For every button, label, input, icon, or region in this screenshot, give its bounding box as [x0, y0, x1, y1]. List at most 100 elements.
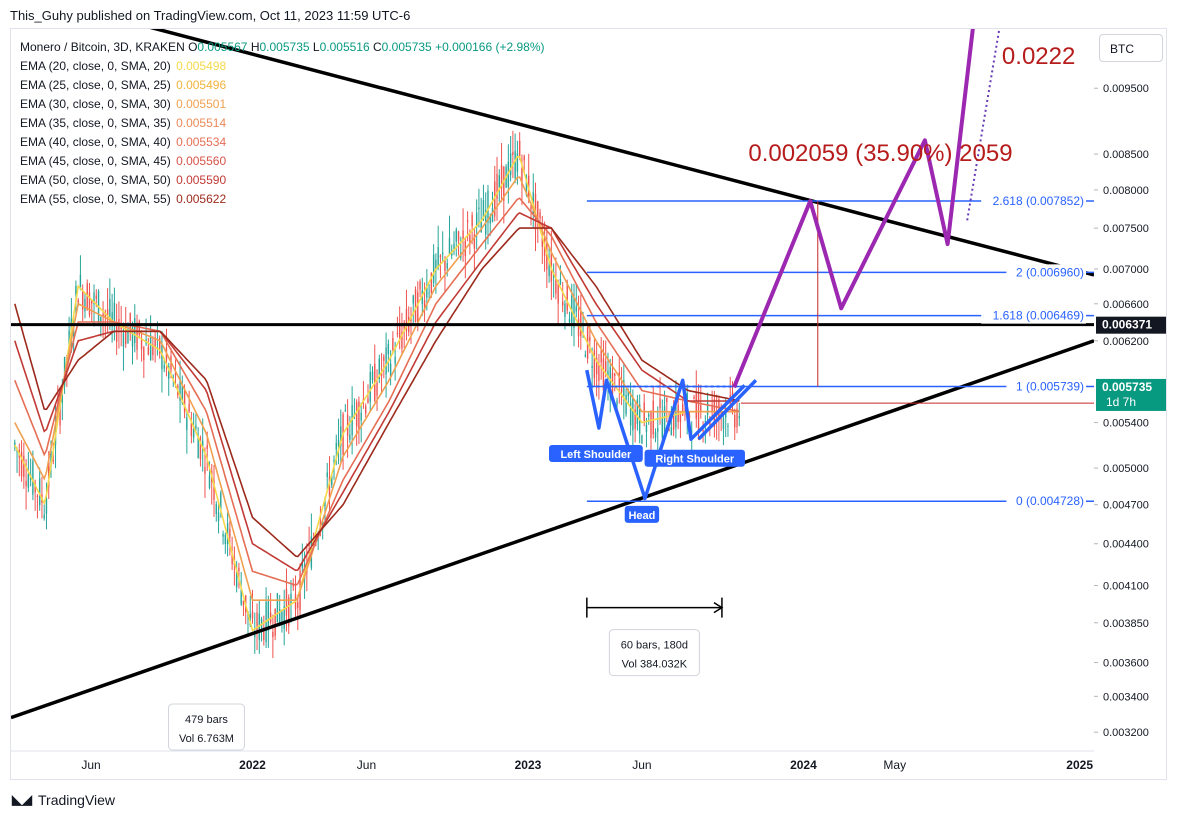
candle-body: [25, 480, 27, 487]
candle-body: [113, 302, 116, 321]
ema-55-row[interactable]: EMA (55, close, 0, SMA, 55) 0.005622: [20, 192, 227, 206]
candle-body: [235, 570, 238, 588]
candle-body: [215, 504, 217, 514]
y-tick-label: 0.006200: [1103, 336, 1149, 348]
ema-25-row[interactable]: EMA (25, close, 0, SMA, 25) 0.005496: [20, 78, 227, 92]
y-tick-label: 0.008500: [1103, 149, 1149, 161]
candle-body: [95, 295, 97, 299]
ema-50-row[interactable]: EMA (50, close, 0, SMA, 50) 0.005590: [20, 173, 227, 187]
candle-body: [127, 329, 129, 344]
ohlc-change: +0.000166 (+2.98%): [435, 40, 545, 54]
candle-body: [693, 396, 695, 400]
candle-body: [367, 398, 369, 404]
legend-symbol-row[interactable]: Monero / Bitcoin, 3D, KRAKEN O0.005567 H…: [20, 38, 545, 57]
overlay-layer: 2.618 (0.007852) 2 (0.006960) 1.618 (0.006…: [167, 43, 1086, 751]
candle-body: [371, 371, 374, 381]
candle-body: [441, 252, 444, 255]
chart-frame: [10, 28, 1167, 780]
currency-button[interactable]: BTC: [1099, 34, 1163, 62]
candle-body: [292, 583, 294, 587]
projection-path: [732, 29, 975, 389]
candle-body: [577, 318, 580, 337]
pattern-label: Left Shoulder: [560, 449, 632, 461]
fib-label-bg: [1006, 493, 1086, 510]
candle-body: [722, 418, 725, 430]
candle-body: [34, 483, 36, 493]
ema-40-row[interactable]: EMA (40, close, 0, SMA, 40) 0.005534: [20, 135, 227, 149]
candle-body: [204, 466, 206, 474]
candle-body: [487, 190, 489, 223]
x-tick-label: May: [883, 758, 906, 772]
candle-body: [711, 404, 713, 412]
candle-body: [263, 627, 265, 641]
projection-dotted-line: [966, 29, 1001, 221]
y-tick-label: 0.007000: [1103, 264, 1149, 276]
candle-body: [611, 372, 614, 397]
fib-label: 0 (0.004728): [1016, 494, 1084, 508]
ema-45-row[interactable]: EMA (45, close, 0, SMA, 45) 0.005560: [20, 154, 227, 168]
candle-body: [50, 451, 52, 468]
candle-body: [521, 168, 523, 186]
candle-body: [380, 371, 383, 376]
candle-body: [652, 400, 654, 435]
candle-body: [412, 295, 414, 304]
candle-body: [72, 330, 75, 336]
candle-body: [222, 534, 224, 537]
candle-body: [301, 561, 304, 568]
price-label: 0.006371: [1102, 318, 1152, 332]
candle-body: [331, 475, 333, 486]
candle-body: [190, 423, 193, 437]
candle-body: [278, 609, 281, 624]
x-tick-label: Jun: [357, 758, 376, 772]
candle-body: [23, 455, 25, 478]
x-tick-label: 2022: [239, 758, 266, 772]
y-tick-label: 0.009500: [1103, 83, 1149, 95]
candle-body: [181, 385, 184, 403]
candle-body: [566, 282, 568, 311]
candle-body: [410, 317, 412, 322]
candle-body: [38, 478, 41, 506]
candle-body: [725, 410, 727, 418]
candle-body: [518, 140, 521, 159]
candle-body: [659, 398, 661, 409]
candle-body: [326, 472, 328, 478]
candle-body: [45, 498, 48, 514]
head-shoulders-path: [585, 369, 746, 501]
pattern-label-bg: [548, 445, 643, 463]
candle-body: [697, 393, 700, 433]
ema-30-row[interactable]: EMA (30, close, 0, SMA, 30) 0.005501: [20, 97, 227, 111]
candle-body: [541, 236, 544, 247]
ema-35-row[interactable]: EMA (35, close, 0, SMA, 35) 0.005514: [20, 116, 227, 130]
candle-body: [430, 272, 433, 293]
candle-body: [197, 437, 199, 459]
price-label-bg: [1096, 316, 1166, 334]
candle-body: [679, 413, 682, 423]
y-tick-label: 0.006600: [1103, 299, 1149, 311]
candle-body: [498, 175, 500, 188]
candle-body: [288, 597, 290, 627]
candle-body: [663, 406, 666, 436]
candle-body: [387, 343, 390, 355]
candle-body: [143, 347, 145, 361]
candle-body: [138, 321, 140, 335]
candle-body: [632, 396, 634, 431]
candle-body: [340, 426, 342, 447]
candle-body: [392, 338, 394, 350]
y-tick-label: 0.007500: [1103, 223, 1149, 235]
candle-body: [75, 285, 77, 295]
date-range-bars: 60 bars, 180d: [621, 640, 688, 652]
candle-body: [595, 358, 598, 375]
fib-label: 1.618 (0.006469): [993, 309, 1084, 323]
ema-20-row[interactable]: EMA (20, close, 0, SMA, 20) 0.005498: [20, 59, 227, 73]
candle-body: [199, 437, 202, 460]
fib-label: 2 (0.006960): [1016, 265, 1084, 279]
candle-body: [213, 480, 215, 500]
candle-body: [618, 372, 620, 386]
y-tick-label: 0.003200: [1103, 727, 1149, 739]
candle-body: [473, 234, 476, 249]
publisher-line: This_Guhy published on TradingView.com, …: [10, 8, 411, 23]
candle-body: [453, 243, 455, 251]
footer-brand[interactable]: ◣◢ TradingView: [12, 792, 115, 808]
candle-body: [471, 215, 473, 227]
